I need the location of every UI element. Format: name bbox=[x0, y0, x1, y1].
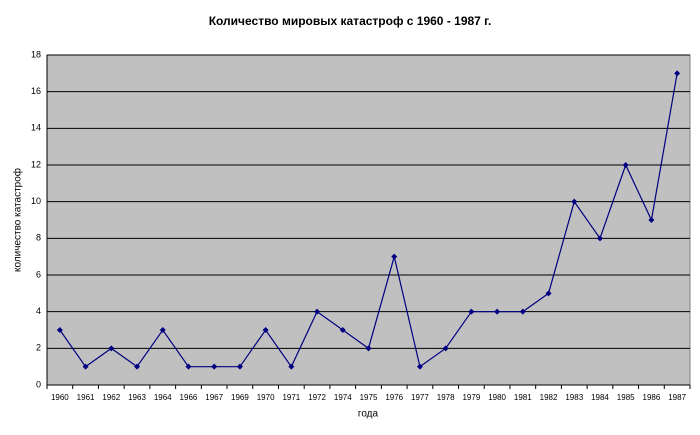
data-point bbox=[494, 308, 501, 315]
y-tick-label: 4 bbox=[36, 306, 41, 316]
data-point bbox=[159, 327, 166, 333]
x-tick-label: 1984 bbox=[591, 393, 609, 402]
y-tick-label: 6 bbox=[36, 269, 41, 279]
y-tick-label: 8 bbox=[36, 233, 41, 243]
data-point bbox=[571, 198, 578, 205]
x-tick-label: 1976 bbox=[385, 393, 403, 402]
x-tick-label: 1978 bbox=[437, 393, 455, 402]
data-point bbox=[674, 70, 681, 77]
x-tick-label: 1961 bbox=[77, 393, 95, 402]
x-tick-label: 1970 bbox=[257, 393, 275, 402]
x-tick-label: 1985 bbox=[617, 393, 635, 402]
y-tick-label: 0 bbox=[36, 379, 41, 389]
data-point bbox=[416, 363, 423, 370]
x-tick-label: 1963 bbox=[128, 393, 146, 402]
x-tick-label: 1977 bbox=[411, 393, 429, 402]
data-point bbox=[545, 290, 552, 297]
y-tick-label: 18 bbox=[31, 49, 41, 59]
data-point bbox=[211, 363, 218, 370]
x-tick-label: 1971 bbox=[282, 393, 300, 402]
data-point bbox=[108, 345, 115, 352]
x-tick-label: 1964 bbox=[154, 393, 172, 402]
x-tick-label: 1979 bbox=[462, 393, 480, 402]
x-axis-title: года bbox=[358, 409, 379, 420]
data-point bbox=[596, 235, 603, 242]
x-tick-label: 1980 bbox=[488, 393, 506, 402]
x-tick-label: 1967 bbox=[205, 393, 223, 402]
x-tick-label: 1983 bbox=[565, 393, 583, 402]
data-point bbox=[339, 327, 346, 333]
x-tick-label: 1974 bbox=[334, 393, 352, 402]
data-point bbox=[622, 162, 629, 168]
data-point bbox=[56, 327, 63, 333]
data-point bbox=[468, 308, 475, 315]
data-point bbox=[262, 327, 269, 333]
data-point bbox=[648, 217, 655, 223]
data-point bbox=[236, 363, 243, 370]
x-tick-label: 1972 bbox=[308, 393, 326, 402]
y-axis-title: количество катастроф bbox=[12, 168, 24, 272]
data-point bbox=[442, 345, 449, 352]
y-tick-label: 14 bbox=[31, 123, 41, 133]
x-tick-label: 1975 bbox=[360, 393, 378, 402]
chart-title: Количество мировых катастроф с 1960 - 19… bbox=[209, 14, 492, 28]
x-tick-label: 1986 bbox=[643, 393, 661, 402]
data-point bbox=[519, 308, 526, 315]
x-tick-label: 1962 bbox=[102, 393, 120, 402]
x-tick-label: 1987 bbox=[668, 393, 686, 402]
x-tick-label: 1960 bbox=[51, 393, 69, 402]
x-tick-label: 1969 bbox=[231, 393, 249, 402]
data-point bbox=[134, 363, 141, 370]
data-point bbox=[365, 345, 372, 352]
x-tick-label: 1982 bbox=[540, 393, 558, 402]
data-point bbox=[185, 363, 192, 370]
x-tick-label: 1981 bbox=[514, 393, 532, 402]
data-point bbox=[288, 363, 295, 370]
data-point bbox=[314, 308, 321, 315]
y-tick-label: 2 bbox=[36, 343, 41, 353]
data-point bbox=[391, 253, 398, 260]
plot-area bbox=[46, 54, 691, 386]
x-tick-label: 1966 bbox=[180, 393, 198, 402]
y-tick-label: 12 bbox=[31, 159, 41, 169]
y-tick-label: 16 bbox=[31, 86, 41, 96]
y-tick-label: 10 bbox=[31, 196, 41, 206]
data-point bbox=[82, 363, 89, 370]
